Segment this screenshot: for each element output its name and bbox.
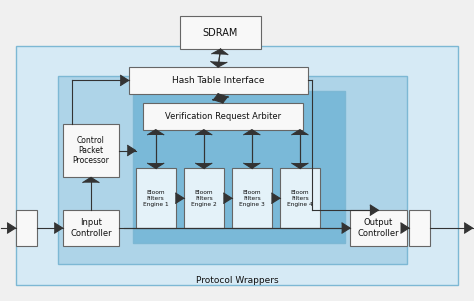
Bar: [16, 46, 458, 285]
Bar: [63, 124, 119, 177]
Bar: [350, 210, 407, 246]
Polygon shape: [401, 223, 409, 233]
Polygon shape: [147, 130, 164, 135]
Polygon shape: [210, 61, 228, 67]
Bar: [181, 16, 261, 49]
Bar: [58, 76, 407, 264]
Polygon shape: [195, 163, 212, 168]
Polygon shape: [272, 193, 280, 203]
Bar: [136, 168, 176, 228]
Text: Control
Packet
Processor: Control Packet Processor: [73, 135, 109, 166]
Polygon shape: [464, 223, 473, 233]
Polygon shape: [212, 96, 228, 103]
Text: Hash Table Interface: Hash Table Interface: [172, 76, 264, 85]
Polygon shape: [243, 130, 260, 135]
Polygon shape: [175, 193, 184, 203]
Bar: [128, 67, 308, 94]
Text: Input
Controller: Input Controller: [70, 218, 112, 238]
Polygon shape: [223, 193, 232, 203]
Text: Bloom
Filters
Engine 2: Bloom Filters Engine 2: [191, 190, 217, 206]
Polygon shape: [147, 163, 164, 168]
Text: SDRAM: SDRAM: [203, 28, 238, 38]
Polygon shape: [342, 223, 350, 233]
Polygon shape: [370, 205, 378, 216]
Polygon shape: [82, 177, 100, 183]
Polygon shape: [127, 145, 136, 156]
Bar: [133, 91, 346, 243]
Polygon shape: [292, 130, 309, 135]
Text: Bloom
Filters
Engine 1: Bloom Filters Engine 1: [143, 190, 169, 206]
Text: Bloom
Filters
Engine 4: Bloom Filters Engine 4: [287, 190, 313, 206]
Bar: [63, 210, 119, 246]
Polygon shape: [54, 223, 63, 233]
Polygon shape: [292, 163, 309, 168]
Text: Verification Request Arbiter: Verification Request Arbiter: [165, 112, 281, 121]
Text: Bloom
Filters
Engine 3: Bloom Filters Engine 3: [239, 190, 264, 206]
Polygon shape: [211, 49, 228, 55]
Text: Protocol Wrappers: Protocol Wrappers: [196, 276, 278, 285]
Bar: [232, 168, 272, 228]
Text: Output
Controller: Output Controller: [357, 218, 399, 238]
Bar: [280, 168, 320, 228]
Bar: [143, 103, 303, 130]
Polygon shape: [7, 223, 16, 233]
Bar: [16, 210, 36, 246]
Polygon shape: [243, 163, 260, 168]
Polygon shape: [213, 94, 229, 101]
Bar: [184, 168, 224, 228]
Polygon shape: [120, 75, 128, 86]
Polygon shape: [195, 130, 212, 135]
Bar: [409, 210, 430, 246]
